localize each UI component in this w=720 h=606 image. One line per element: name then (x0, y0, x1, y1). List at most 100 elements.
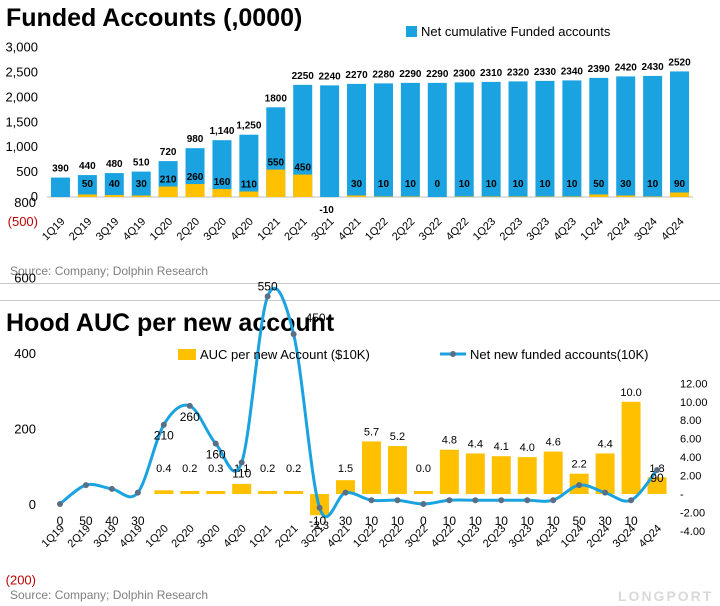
line-marker (213, 441, 219, 447)
data-label-net-new: 50 (593, 179, 605, 190)
bar-net-new (670, 193, 689, 197)
data-label-cumulative: 2330 (534, 67, 557, 78)
x-tick-label: 2Q24 (605, 216, 633, 244)
line-marker (602, 490, 608, 496)
bar-auc (596, 453, 615, 494)
data-label-net-new: 10 (365, 514, 379, 528)
x-tick-label: 3Q22 (417, 216, 445, 244)
legend-label-cumulative: Net cumulative Funded accounts (421, 24, 611, 39)
y-right-tick-label: 4.00 (680, 452, 701, 464)
data-label-net-new: 10 (486, 179, 498, 190)
y-tick-label: 2,000 (5, 89, 38, 104)
data-label-cumulative: 1,250 (236, 121, 261, 132)
y-right-tick-label: 2.00 (680, 471, 701, 483)
x-tick-label: 4Q20 (221, 523, 249, 551)
line-marker (576, 482, 582, 488)
source-note: Source: Company; Dolphin Research (10, 264, 208, 278)
line-marker (524, 497, 530, 503)
data-label-net-new: 50 (79, 514, 93, 528)
data-label-auc: 0.4 (156, 463, 171, 475)
data-label-net-new: 450 (306, 311, 326, 325)
bar-auc (622, 402, 641, 494)
legend-swatch-auc (178, 349, 196, 360)
data-label-net-new: 30 (131, 514, 145, 528)
x-tick-label: 2Q22 (390, 216, 418, 244)
data-label-net-new: 110 (241, 180, 258, 191)
data-label-auc: 0.3 (208, 463, 223, 475)
line-marker (317, 505, 323, 511)
data-label-net-new: 10 (647, 179, 659, 190)
y-left-tick-label: 800 (14, 195, 36, 210)
data-label-net-new: -10 (309, 514, 327, 528)
data-label-net-new: 160 (214, 177, 231, 188)
bar-auc (154, 490, 173, 494)
data-label-net-new: 450 (294, 163, 311, 174)
x-tick-label: 3Q23 (525, 216, 553, 244)
y-right-tick-label: 8.00 (680, 415, 701, 427)
line-marker (343, 490, 349, 496)
y-right-tick-label: 12.00 (680, 378, 708, 390)
y-right-tick-label: - (680, 489, 684, 501)
data-label-auc: 4.1 (494, 441, 509, 453)
data-label-cumulative: 2520 (668, 57, 691, 68)
data-label-net-new: 0 (420, 514, 427, 528)
y-right-tick-label: -2.00 (680, 507, 705, 519)
data-label-net-new: 50 (82, 179, 94, 190)
bar-cumulative (51, 178, 70, 197)
x-tick-label: 4Q21 (336, 216, 364, 244)
data-label-cumulative: 1800 (265, 93, 288, 104)
bar-net-new (186, 184, 205, 197)
line-marker (394, 497, 400, 503)
data-label-net-new: 90 (650, 471, 664, 485)
y-right-tick-label: 6.00 (680, 434, 701, 446)
data-label-net-new: 10 (391, 514, 405, 528)
watermark: LONGPORT (618, 588, 713, 604)
x-tick-label: 1Q19 (40, 216, 68, 244)
data-label-net-new: 160 (206, 448, 226, 462)
legend-label-auc: AUC per new Account ($10K) (200, 347, 370, 362)
data-label-cumulative: 2320 (507, 67, 530, 78)
data-label-net-new: 10 (405, 179, 417, 190)
data-label-net-new: 10 (547, 514, 561, 528)
bar-auc (440, 450, 459, 494)
x-tick-label: 2Q20 (175, 216, 203, 244)
bar-net-new (78, 195, 97, 197)
y-right-tick-label: 10.00 (680, 397, 708, 409)
data-label-cumulative: 2300 (453, 68, 476, 79)
funded-accounts-chart: 3,0002,5002,0001,5001,0005000(500)3901Q1… (0, 0, 720, 283)
data-label-net-new: 10 (566, 179, 578, 190)
line-marker (420, 501, 426, 507)
data-label-cumulative: 2270 (345, 70, 368, 81)
line-marker (446, 497, 452, 503)
bar-net-new (347, 196, 366, 197)
line-marker (265, 293, 271, 299)
y-tick-label: 2,500 (5, 64, 38, 79)
data-label-net-new: 10 (495, 514, 509, 528)
y-tick-label: 500 (16, 164, 38, 179)
data-label-net-new: -10 (319, 205, 334, 216)
data-label-net-new: 10 (512, 179, 524, 190)
bar-net-new (293, 175, 312, 197)
data-label-auc: 5.7 (364, 426, 379, 438)
line-marker (83, 482, 89, 488)
bar-net-new (239, 192, 258, 197)
data-label-auc: 4.4 (468, 438, 483, 450)
data-label-cumulative: 2340 (561, 66, 584, 77)
line-net-new-accounts (60, 288, 657, 516)
data-label-net-new: 210 (160, 175, 177, 186)
data-label-cumulative: 2310 (480, 68, 503, 79)
y-tick-label: (500) (8, 214, 38, 229)
data-label-cumulative: 2250 (292, 71, 315, 82)
x-tick-label: 1Q21 (255, 216, 283, 244)
legend-swatch-marker (450, 351, 456, 357)
data-label-net-new: 30 (136, 179, 148, 190)
data-label-net-new: 10 (521, 514, 535, 528)
data-label-net-new: 40 (105, 514, 119, 528)
x-tick-label: 4Q23 (551, 216, 579, 244)
bar-net-new (105, 195, 124, 197)
data-label-net-new: 10 (539, 179, 551, 190)
data-label-net-new: 10 (459, 179, 471, 190)
data-label-net-new: 30 (339, 514, 353, 528)
x-tick-label: 1Q20 (148, 216, 176, 244)
